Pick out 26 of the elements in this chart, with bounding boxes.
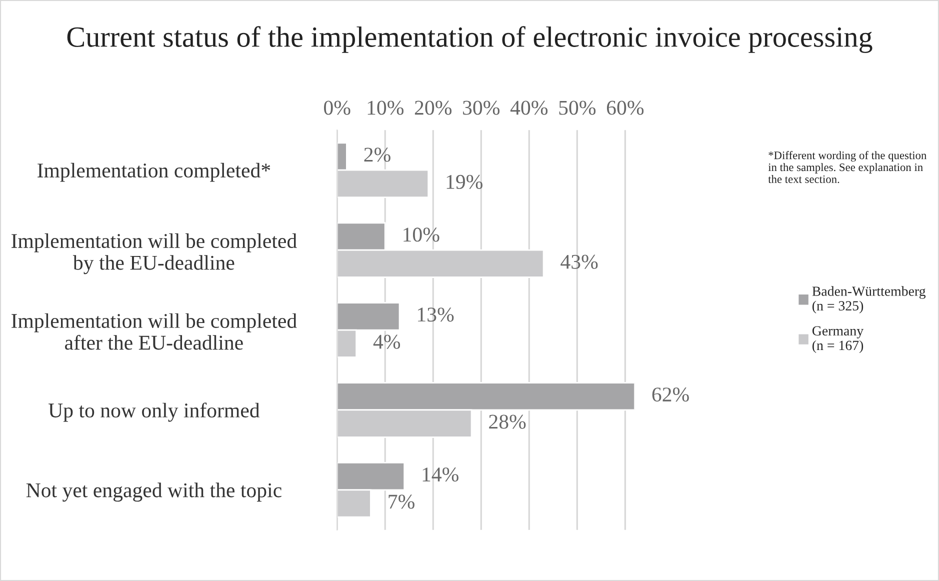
x-tick-label: 60% — [606, 100, 644, 115]
data-label: 28% — [489, 414, 526, 429]
y-tick-label: Implementation will be completed after the EU-deadline — [12, 313, 297, 350]
data-label: 19% — [446, 174, 482, 189]
x-tick-label: 10% — [368, 100, 404, 115]
y-tick-label: Up to now only informed — [48, 402, 260, 422]
y-tick-label: Not yet engaged with the topic — [26, 482, 282, 502]
chart-title: Current status of the implementation of electronic invoice processing — [67, 26, 872, 53]
x-tick-label: 40% — [510, 100, 548, 115]
x-tick-label: 30% — [463, 100, 500, 115]
x-tick-label: 0% — [324, 100, 350, 115]
data-label: 43% — [560, 254, 598, 269]
legend-label: Germany (n = 167) — [812, 326, 864, 353]
legend-label: Baden-Württemberg (n = 325) — [812, 286, 926, 314]
data-label: 4% — [373, 334, 400, 349]
x-tick-label: 50% — [559, 100, 596, 115]
data-label: 13% — [418, 308, 454, 322]
y-tick-label: Implementation will be completed by the EU-deadline — [12, 233, 297, 274]
data-label: 62% — [652, 388, 689, 402]
text: *Different wording of the question in the samples. See explanation in the text section. — [768, 151, 926, 184]
data-label: 14% — [422, 467, 458, 482]
x-tick-label: 20% — [414, 100, 452, 115]
data-label: 10% — [404, 228, 440, 242]
data-label: 2% — [364, 148, 390, 162]
y-tick-label: Implementation completed* — [38, 162, 270, 182]
data-label: 7% — [388, 494, 414, 509]
